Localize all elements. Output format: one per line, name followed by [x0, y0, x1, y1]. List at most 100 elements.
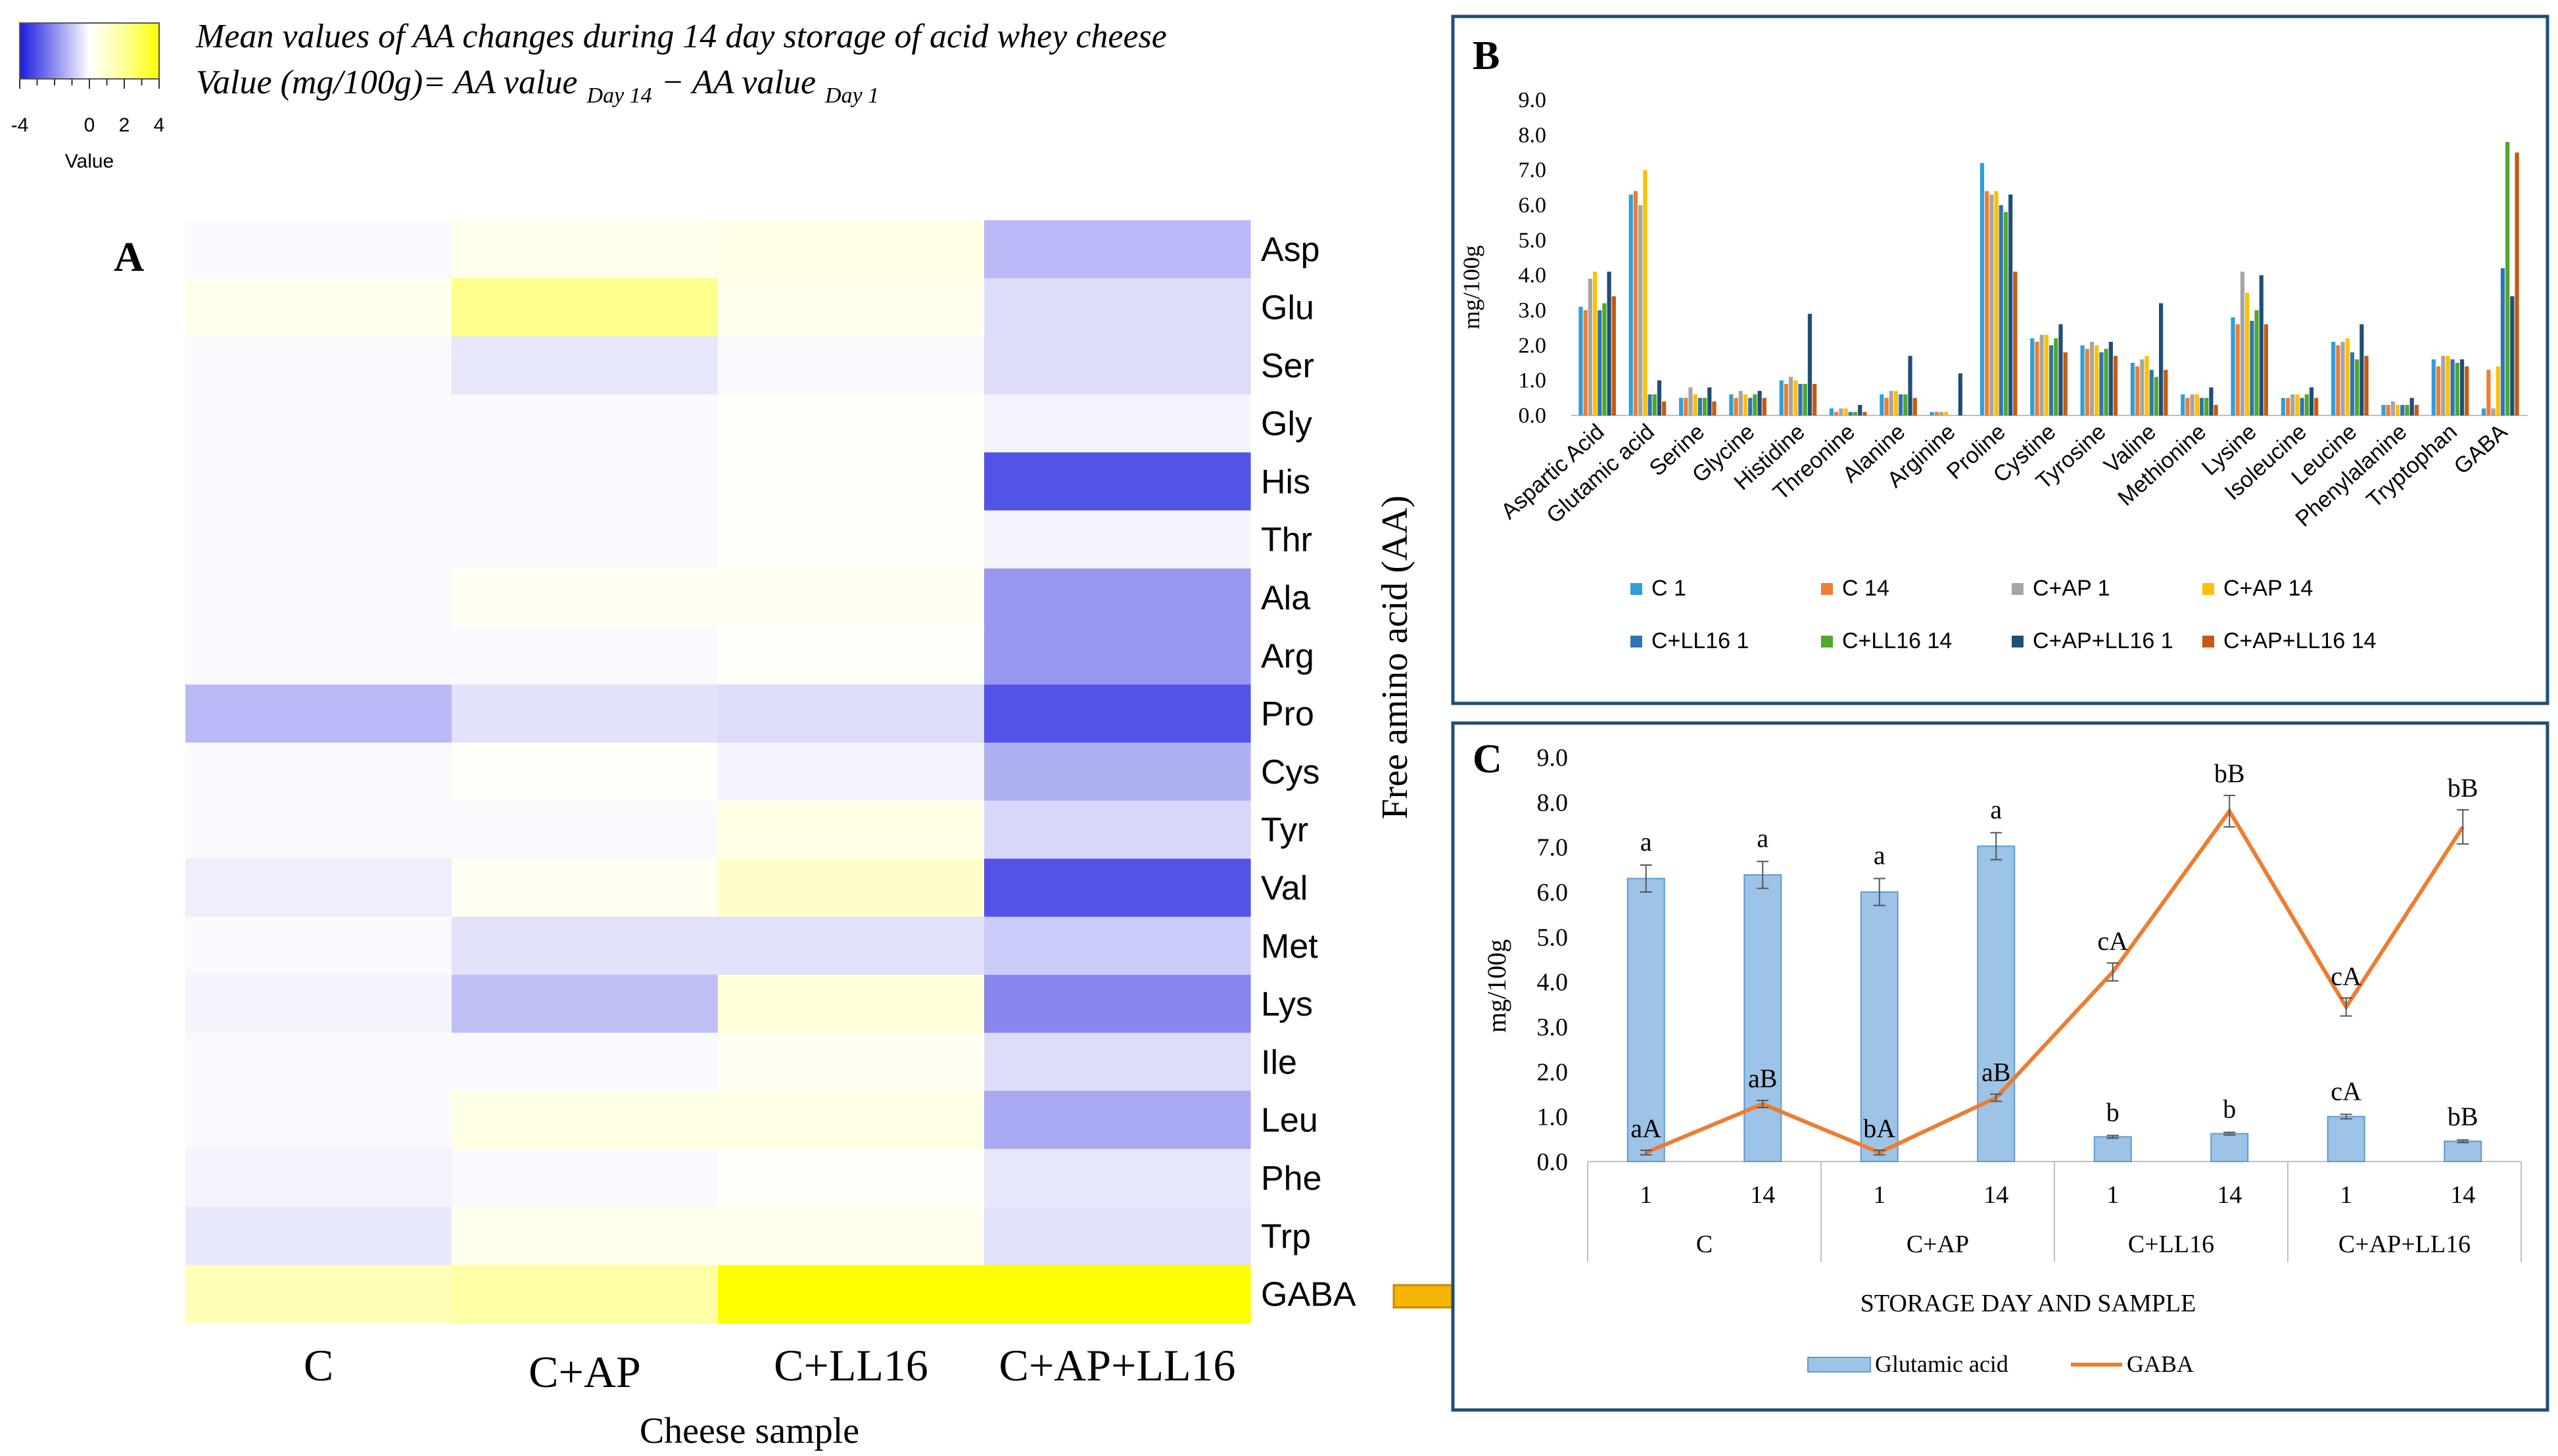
legend-tick-label: 0 [84, 114, 95, 136]
panel-b-bar-4-3 [1793, 380, 1798, 415]
heatmap-row-label: Arg [1261, 637, 1314, 675]
panel-b-bar-2-0 [1678, 398, 1684, 415]
heatmap-row-label: Cys [1261, 753, 1320, 791]
heatmap-cell-ile-3 [984, 1033, 1251, 1092]
panel-b-bar-10-1 [2085, 348, 2089, 415]
panel-c-gaba-significance: bA [1863, 1114, 1895, 1143]
legend-tick-label: 4 [154, 114, 165, 136]
heatmap-cell-val-1 [452, 858, 719, 918]
title-day14: Day 14 [586, 83, 652, 108]
panel-b-bar-0-6 [1607, 271, 1611, 415]
heatmap-cell-tyr-3 [984, 801, 1251, 859]
panel-b-bar-1-1 [1633, 191, 1638, 415]
panel-b-bar-0-5 [1602, 303, 1607, 415]
panel-b-bar-10-5 [2104, 348, 2108, 415]
panel-b-y-tick-label: 2.0 [1519, 333, 1547, 358]
panel-b-bar-14-1 [2285, 398, 2290, 415]
panel-b-bar-13-3 [2245, 293, 2250, 415]
panel-b-bar-4-1 [1784, 384, 1789, 415]
panel-b-y-ticks: 0.0 1.0 2.0 3.0 4.0 5.0 6.0 7.0 8.0 9.0 [1519, 88, 1547, 428]
heatmap-row-label: Ala [1261, 579, 1310, 617]
panel-b-bar-12-2 [2190, 394, 2194, 415]
heatmap-cell-leu-2 [718, 1091, 985, 1150]
heatmap-cell-pro-3 [984, 684, 1251, 743]
panel-b-bar-17-4 [2450, 359, 2455, 415]
panel-b-bar-7-3 [1944, 411, 1949, 415]
panel-b-bar-6-2 [1889, 390, 1893, 415]
heatmap-cell-asp-0 [185, 220, 452, 279]
panel-b-bar-16-4 [2400, 405, 2405, 415]
panel-c-gaba-line [1640, 795, 2469, 1156]
panel-b-bar-10-4 [2099, 352, 2104, 415]
heatmap-row-label: Gly [1261, 405, 1312, 443]
panel-c-day-label: 1 [2106, 1181, 2119, 1209]
panel-b-bar-17-6 [2459, 359, 2465, 415]
panel-b-bar-18-1 [2486, 369, 2491, 415]
panel-b-legend-swatch [1821, 583, 1833, 595]
heatmap-cell-ala-2 [718, 568, 985, 627]
heatmap-cell-cys-3 [984, 742, 1251, 801]
heatmap-cell-glu-0 [185, 278, 452, 337]
panel-b-bar-13-4 [2250, 321, 2254, 415]
panel-b-bar-0-4 [1598, 310, 1602, 415]
panel-b-bar-9-3 [2044, 335, 2049, 415]
panel-b-bar-12-3 [2194, 394, 2199, 415]
panel-b-bar-9-0 [2030, 338, 2035, 415]
heatmap-cell-gly-3 [984, 394, 1251, 453]
panel-b-bar-5-0 [1829, 408, 1834, 415]
panel-b-bar-18-6 [2510, 296, 2515, 415]
panel-b-bar-4-7 [1812, 384, 1817, 415]
panel-b-bar-5-2 [1839, 408, 1843, 415]
panel-b-bar-5-4 [1848, 411, 1853, 415]
panel-b-bar-12-0 [2181, 394, 2185, 415]
panel-b-bar-18-5 [2505, 142, 2510, 415]
panel-b-legend-swatch [2012, 583, 2024, 595]
panel-c-glutamic-significance: cA [2331, 1076, 2361, 1106]
heatmap-cell-lys-1 [452, 974, 719, 1033]
panel-b-y-tick-label: 6.0 [1519, 193, 1547, 218]
panel-b-bar-12-6 [2209, 387, 2214, 415]
heatmap-column-labels: C C+AP C+LL16 C+AP+LL16 [304, 1340, 1236, 1397]
heatmap-cell-glu-1 [452, 278, 719, 337]
panel-b-bar-14-5 [2304, 394, 2309, 415]
heatmap-cell-thr-3 [984, 510, 1251, 569]
panel-b-bar-8-7 [2013, 271, 2018, 415]
panel-b-bar-15-7 [2364, 356, 2369, 415]
heatmap-cell-val-0 [185, 858, 452, 918]
heatmap-row-label: Lys [1261, 985, 1313, 1023]
panel-b-bar-5-1 [1834, 411, 1839, 415]
amino-acid-bar-panel: B mg/100g 0.0 1.0 2.0 3.0 4.0 5.0 6.0 7.0 8.0 9.0… [1451, 14, 2549, 705]
panel-c-group-label: C+LL16 [2128, 1231, 2214, 1258]
panel-b-bar-16-5 [2405, 405, 2409, 415]
heatmap-cell-met-1 [452, 916, 719, 975]
panel-b-bar-8-5 [2003, 212, 2008, 415]
heatmap-cell-ser-0 [185, 336, 452, 395]
panel-b-y-tick-label: 1.0 [1519, 369, 1547, 393]
heatmap-cell-his-1 [452, 452, 719, 511]
panel-c-gaba-significance: bB [2214, 759, 2245, 788]
heatmap-row-label: Trp [1261, 1217, 1311, 1256]
panel-c-glutamic-significance: a [1640, 827, 1652, 857]
panel-b-bar-12-1 [2185, 398, 2190, 415]
panel-b-bar-15-3 [2345, 338, 2350, 415]
panel-b-bars [1578, 142, 2519, 415]
panel-b-bar-13-5 [2254, 310, 2259, 415]
panel-b-bar-16-6 [2409, 398, 2414, 415]
heatmap-cell-gaba-3 [984, 1265, 1251, 1324]
panel-b-bar-14-0 [2281, 398, 2285, 415]
panel-b-bar-15-5 [2355, 359, 2359, 415]
panel-c-glutamic-significance: a [1990, 795, 2002, 824]
heatmap-column-label: C+AP [529, 1347, 641, 1397]
panel-b-bar-11-3 [2144, 356, 2149, 415]
panel-b-bar-9-4 [2049, 345, 2054, 415]
panel-b-legend-label: C 14 [1842, 576, 1889, 601]
panel-b-bar-3-6 [1757, 390, 1762, 415]
heatmap-cell-arg-1 [452, 626, 719, 685]
panel-c-gaba-significance: aB [1748, 1064, 1777, 1093]
panel-b-bar-7-1 [1934, 411, 1939, 415]
heatmap-cell-gaba-1 [452, 1265, 719, 1324]
heatmap-cell-val-3 [984, 858, 1251, 918]
panel-b-bar-0-3 [1592, 271, 1598, 415]
heatmap-cell-thr-0 [185, 510, 452, 569]
panel-b-bar-6-6 [1908, 356, 1912, 415]
